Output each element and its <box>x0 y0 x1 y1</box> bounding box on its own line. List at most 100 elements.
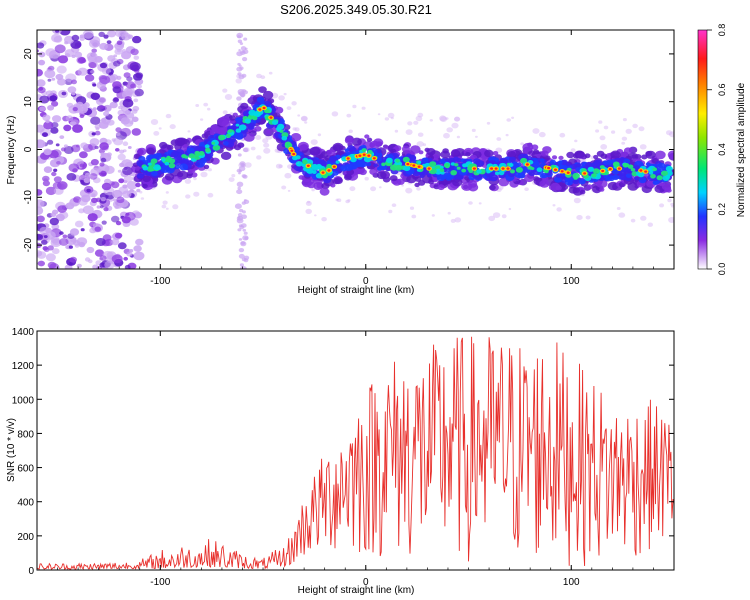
noise-cell <box>91 193 96 197</box>
band-cell <box>533 149 540 155</box>
faint-cell <box>570 148 576 153</box>
peak-core <box>406 162 410 166</box>
hot-cell <box>587 166 594 172</box>
colorbar-ticks: 0.0 0.2 0.4 0.6 0.8 <box>707 24 727 275</box>
band-cell <box>174 137 186 147</box>
faint-cell <box>454 217 462 223</box>
noise-cell <box>111 254 123 264</box>
hot-cell <box>417 160 422 164</box>
noise-cell <box>49 217 59 226</box>
noise-cell <box>41 239 48 245</box>
faint-cell <box>349 186 356 192</box>
colorbar-tick-label: 0.4 <box>717 143 727 156</box>
core-cell <box>476 160 485 167</box>
spectrogram-ylabel: Frequency (Hz) <box>6 116 17 185</box>
faint-cell <box>532 128 540 134</box>
core-cell <box>194 145 202 152</box>
hot-cell <box>248 109 256 116</box>
noise-cell <box>42 175 50 182</box>
noise-cell <box>131 128 141 136</box>
hot-cell <box>153 164 161 171</box>
noise-cell <box>79 163 85 168</box>
hot-cell <box>161 158 166 162</box>
faint-cell <box>603 125 609 130</box>
noise-cell <box>42 132 48 138</box>
core-cell <box>250 122 256 127</box>
faint-cell <box>291 101 297 106</box>
streak-cell <box>242 49 249 55</box>
faint-cell <box>193 191 200 197</box>
faint-cell <box>331 111 339 117</box>
faint-cell <box>158 127 162 130</box>
peak-core <box>525 163 529 166</box>
noise-cell <box>112 97 120 103</box>
faint-cell <box>294 127 300 132</box>
band-cell <box>540 150 549 157</box>
noise-cell <box>62 234 68 239</box>
faint-cell <box>506 118 512 122</box>
noise-cell <box>84 172 92 178</box>
noise-cell <box>80 228 85 232</box>
streak-cell <box>239 161 246 167</box>
noise-cell <box>82 106 89 112</box>
hot-cell <box>486 170 491 174</box>
core-cell <box>194 162 200 167</box>
noise-cell <box>106 119 115 126</box>
streak-cell <box>238 74 245 80</box>
hot-cell <box>650 174 656 179</box>
core-cell <box>142 171 148 176</box>
faint-cell <box>505 133 509 137</box>
noise-cell <box>37 79 46 87</box>
noise-cell <box>118 178 125 184</box>
hot-cell <box>311 163 319 170</box>
noise-cell <box>94 56 103 63</box>
peak-core <box>306 164 310 167</box>
faint-cell <box>224 94 233 100</box>
peak-core <box>617 167 621 170</box>
streak-cell <box>244 236 249 240</box>
streak-cell <box>237 39 243 44</box>
faint-cell <box>451 122 459 129</box>
hot-cell <box>536 167 543 172</box>
y-tick-label: 0 <box>23 146 34 152</box>
noise-cell <box>111 181 120 189</box>
peak-core <box>292 152 296 156</box>
hot-cell <box>381 162 386 167</box>
band-cell <box>428 179 434 185</box>
streak-cell <box>238 172 241 175</box>
faint-cell <box>409 206 415 210</box>
hot-cell <box>592 168 600 174</box>
noise-cell <box>76 56 86 64</box>
band-cell <box>351 137 362 146</box>
noise-cell <box>121 51 132 60</box>
hot-cell <box>238 124 247 131</box>
band-cell <box>344 136 354 144</box>
hot-cell <box>281 135 288 141</box>
noise-cell <box>37 206 44 215</box>
noise-cell <box>49 95 58 102</box>
core-cell <box>427 173 432 178</box>
faint-cell <box>231 174 236 178</box>
core-cell <box>300 154 306 159</box>
core-cell <box>440 173 447 180</box>
peak-core <box>362 153 366 156</box>
noise-cell <box>114 42 124 51</box>
band-cell <box>330 183 336 188</box>
snr-series-line <box>37 336 674 570</box>
noise-cell <box>103 111 110 117</box>
streak-cell <box>237 72 242 76</box>
core-cell <box>602 160 609 166</box>
faint-cell <box>281 185 287 190</box>
band-cell <box>389 175 398 182</box>
faint-cell <box>162 200 168 205</box>
band-cell <box>484 149 494 158</box>
faint-cell <box>621 136 628 141</box>
core-cell <box>572 179 580 185</box>
x-tick-label: 100 <box>563 577 580 588</box>
faint-cell <box>598 120 603 124</box>
peak-core <box>321 171 325 174</box>
streak-cell <box>239 263 244 267</box>
noise-cell <box>91 197 98 204</box>
streak-cell <box>238 253 245 259</box>
